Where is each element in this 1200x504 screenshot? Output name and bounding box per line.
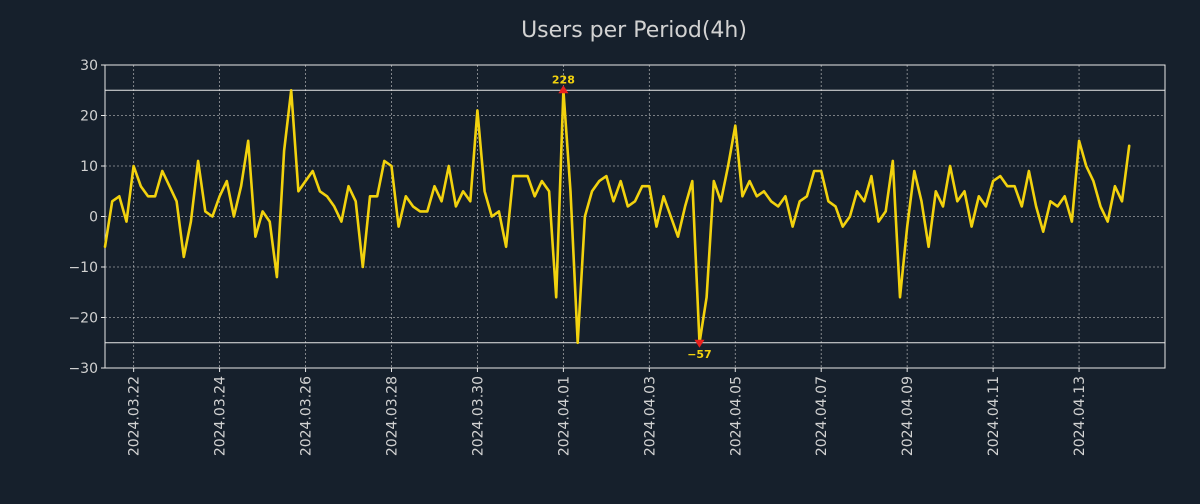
max-marker (558, 85, 569, 94)
y-tick-label: −30 (68, 361, 98, 377)
chart-title: Users per Period(4h) (521, 18, 747, 43)
y-tick-label: −20 (68, 311, 98, 327)
x-tick-label: 2024.04.09 (900, 376, 916, 456)
series-layer (103, 89, 1131, 345)
x-tick-label: 2024.03.26 (299, 376, 315, 456)
x-tick-label: 2024.04.11 (986, 376, 1002, 456)
y-tick-label: 0 (89, 210, 98, 226)
x-tick-label: 2024.03.30 (470, 376, 486, 456)
y-tick-label: −10 (68, 260, 98, 276)
min-label: −57 (687, 348, 712, 361)
axis-layer: −30 −20 −10 0 10 20 30 2024.03.22 2024.03.24 2024… (68, 58, 1166, 456)
x-tick-label: 2024.04.01 (556, 376, 572, 456)
grid-layer (105, 65, 1165, 368)
y-tick-label: 20 (80, 109, 98, 125)
x-tick-label: 2024.04.07 (814, 376, 830, 456)
x-tick-label: 2024.04.13 (1072, 376, 1088, 456)
x-tick-label: 2024.04.05 (728, 376, 744, 456)
max-label: 228 (552, 73, 575, 86)
x-tick-label: 2024.03.24 (213, 376, 229, 456)
x-tick-label: 2024.04.03 (642, 376, 658, 456)
x-tick-label: 2024.03.22 (127, 376, 143, 456)
x-tick-label: 2024.03.28 (384, 376, 400, 456)
y-tick-label: 30 (80, 58, 98, 74)
annotation-layer: 228 −57 (552, 73, 712, 361)
min-marker (694, 339, 705, 348)
y-tick-label: 10 (80, 159, 98, 175)
series-line-users (103, 89, 1131, 345)
